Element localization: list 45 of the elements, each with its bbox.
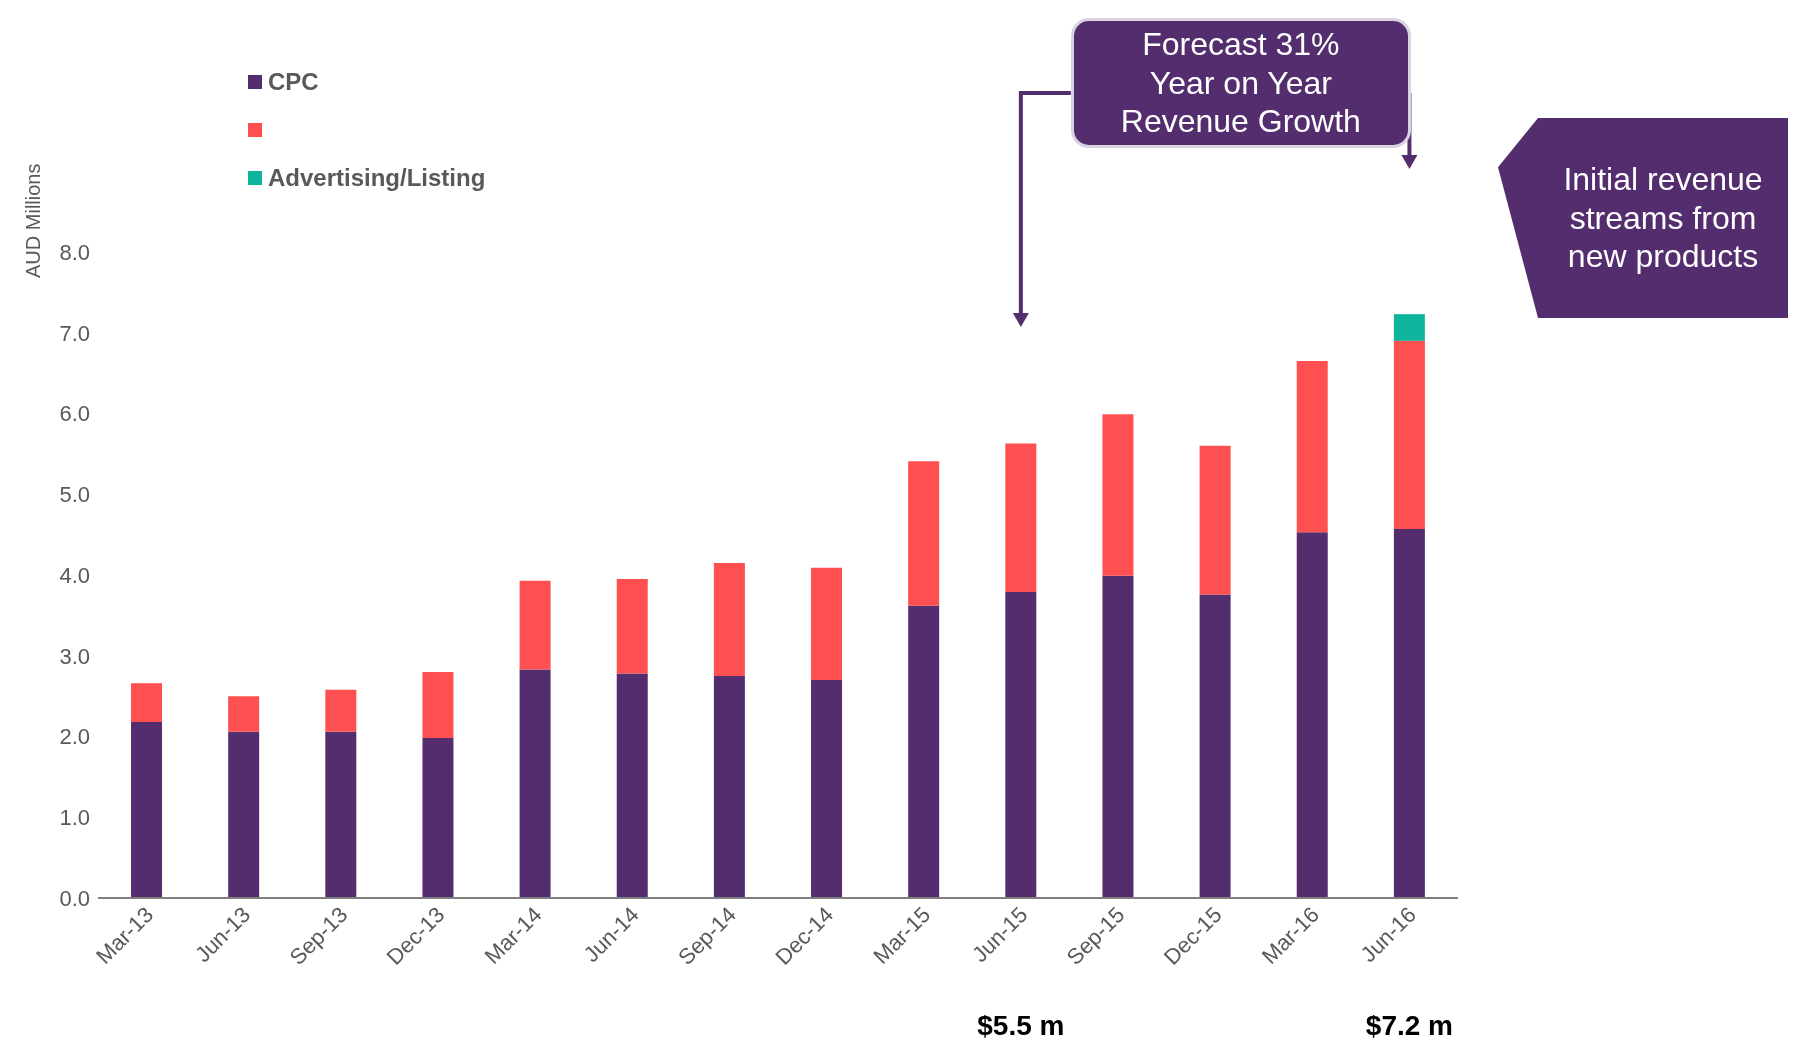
bar	[811, 679, 843, 898]
y-tick-label: 8.0	[59, 239, 90, 265]
bar	[1199, 445, 1231, 595]
bar	[1199, 594, 1231, 898]
y-tick-label: 7.0	[59, 320, 90, 346]
bar	[1393, 528, 1425, 898]
bar	[616, 579, 648, 674]
y-tick-label: 1.0	[59, 805, 90, 831]
bar	[616, 673, 648, 898]
bar	[908, 605, 940, 898]
bar	[1102, 575, 1134, 898]
y-tick-label: 2.0	[59, 724, 90, 750]
bar	[131, 721, 163, 898]
bar	[519, 580, 551, 670]
bar	[908, 461, 940, 606]
bar	[228, 696, 260, 732]
y-tick-label: 5.0	[59, 482, 90, 508]
bar	[811, 567, 843, 680]
y-axis-title: AUD Millions	[22, 163, 45, 278]
bar	[713, 675, 745, 898]
bar	[422, 671, 454, 739]
bar	[1393, 340, 1425, 529]
bar	[1005, 591, 1037, 898]
bar	[1393, 314, 1425, 341]
bar	[1005, 443, 1037, 592]
text: Forecast 31% Year on Year Revenue Growth	[1070, 18, 1411, 148]
bar	[325, 731, 357, 898]
bar	[713, 562, 745, 676]
y-tick-label: 3.0	[59, 643, 90, 669]
bar	[325, 689, 357, 732]
y-tick-label: 0.0	[59, 885, 90, 911]
bar	[228, 731, 260, 898]
y-tick-label: 6.0	[59, 401, 90, 427]
legend-label: CPC	[268, 68, 319, 96]
text: $7.2 m	[1364, 1010, 1454, 1042]
bar	[422, 738, 454, 898]
text: $5.5 m	[976, 1010, 1066, 1042]
bar	[131, 683, 163, 722]
bar	[1296, 532, 1328, 898]
y-tick-label: 4.0	[59, 562, 90, 588]
bar	[1102, 414, 1134, 576]
text: Initial revenue streams from new products	[1562, 160, 1764, 277]
bar	[519, 669, 551, 898]
bar	[1296, 361, 1328, 533]
legend-label: Advertising/Listing	[268, 164, 486, 192]
